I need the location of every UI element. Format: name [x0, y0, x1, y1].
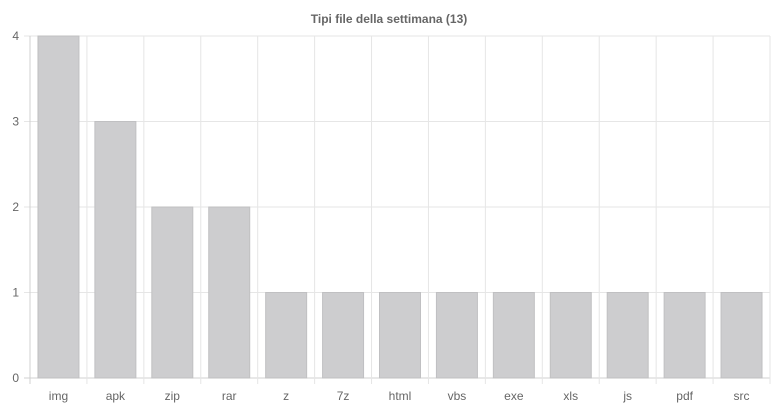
- x-tick-label: img: [49, 389, 68, 403]
- x-tick-label: z: [283, 389, 289, 403]
- x-tick-label: zip: [165, 389, 181, 403]
- bar-img[interactable]: [37, 35, 80, 379]
- bar-zip[interactable]: [151, 206, 194, 379]
- bar-rar[interactable]: [208, 206, 251, 379]
- bar-js[interactable]: [606, 292, 649, 379]
- y-axis-ticks: 0 1 2 3 4: [12, 29, 19, 385]
- x-tick-label: js: [622, 389, 632, 403]
- bar-vbs[interactable]: [435, 292, 478, 379]
- x-tick-label: html: [389, 389, 412, 403]
- bar-z[interactable]: [265, 292, 308, 379]
- x-tick-label: exe: [504, 389, 524, 403]
- x-tick-label: pdf: [676, 389, 693, 403]
- x-tick-label: 7z: [337, 389, 350, 403]
- bar-src[interactable]: [720, 292, 763, 379]
- bar-xls[interactable]: [549, 292, 592, 379]
- bar-pdf[interactable]: [663, 292, 706, 379]
- grid-lines: [24, 35, 771, 384]
- y-tick-label: 4: [12, 29, 19, 43]
- bar-exe[interactable]: [492, 292, 535, 379]
- y-tick-label: 3: [12, 115, 19, 129]
- x-tick-label: src: [734, 389, 750, 403]
- x-axis-ticks: img apk zip rar z 7z html vbs exe xls js pdf src: [49, 389, 750, 403]
- y-tick-label: 1: [12, 286, 19, 300]
- x-tick-label: vbs: [448, 389, 467, 403]
- bar-apk[interactable]: [94, 121, 137, 379]
- y-tick-label: 2: [12, 200, 19, 214]
- y-tick-label: 0: [12, 371, 19, 385]
- bar-7z[interactable]: [322, 292, 365, 379]
- bars: [37, 35, 763, 379]
- chart-title: Tipi file della settimana (13): [311, 12, 468, 26]
- bar-html[interactable]: [379, 292, 421, 379]
- x-tick-label: apk: [106, 389, 126, 403]
- x-tick-label: rar: [222, 389, 237, 403]
- x-tick-label: xls: [563, 389, 578, 403]
